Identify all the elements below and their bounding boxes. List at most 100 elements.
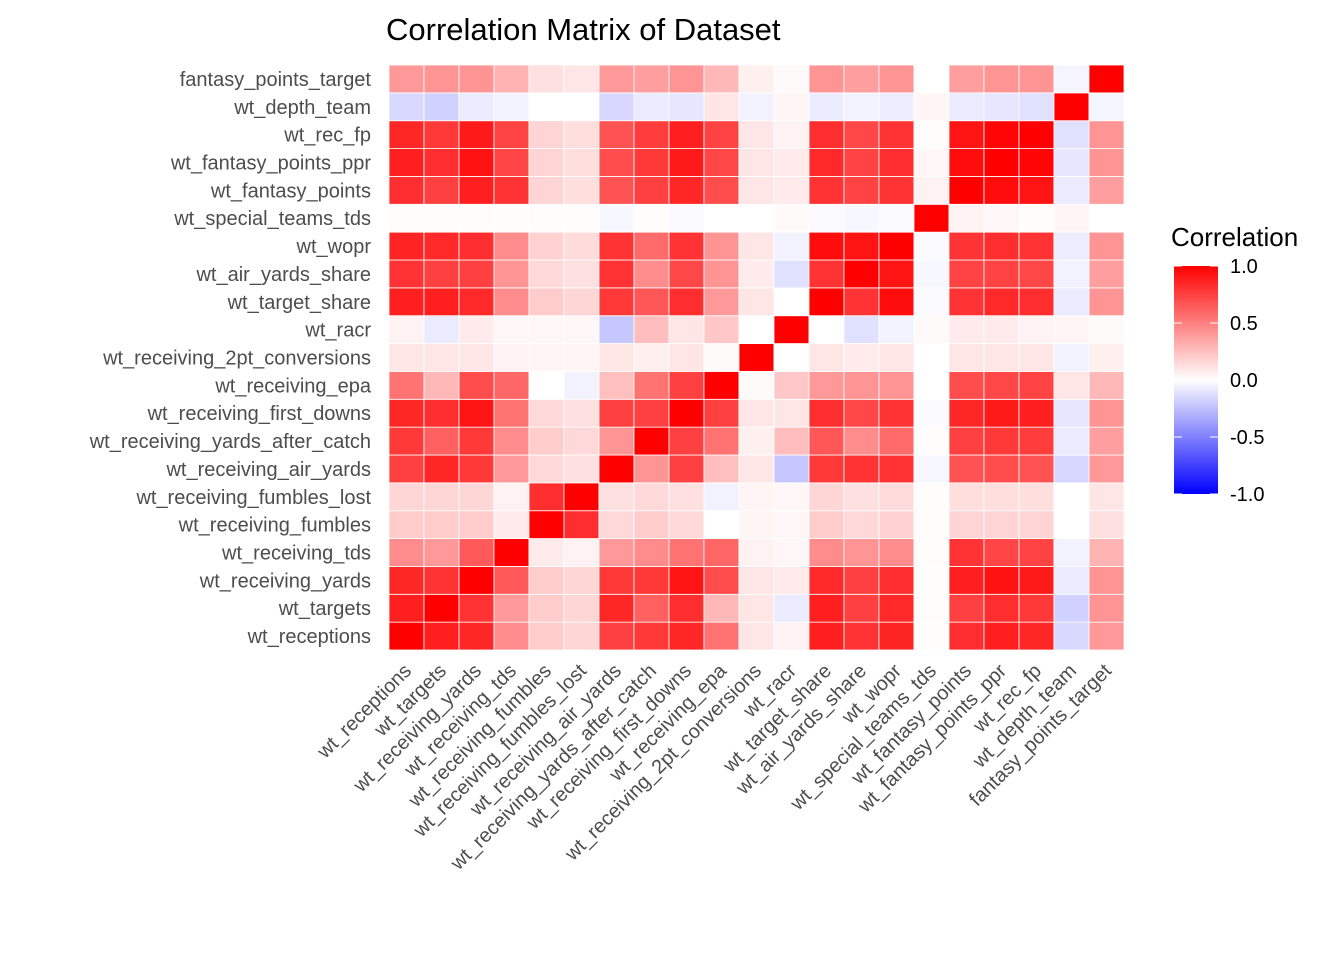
heatmap-cell <box>913 343 950 372</box>
heatmap-cell <box>843 454 880 484</box>
heatmap-cell <box>808 259 845 289</box>
heatmap-cell <box>738 371 775 400</box>
heatmap-cell <box>528 426 565 456</box>
heatmap-cell <box>1053 398 1090 428</box>
heatmap-cell <box>843 566 880 595</box>
heatmap-cell <box>598 621 635 651</box>
y-tick-label: wt_target_share <box>227 292 371 314</box>
heatmap-cell <box>388 287 425 317</box>
heatmap-cell <box>773 176 810 205</box>
heatmap-cell <box>1088 287 1125 317</box>
heatmap-cell <box>808 120 845 149</box>
heatmap-cell <box>843 259 880 289</box>
heatmap-cell <box>843 120 880 149</box>
heatmap-cell <box>633 64 670 94</box>
heatmap-cell <box>458 482 495 512</box>
legend-tick-label: -1.0 <box>1230 484 1264 506</box>
heatmap-cell <box>598 510 635 539</box>
heatmap-cell <box>913 510 950 539</box>
heatmap-cell <box>668 287 705 317</box>
y-tick-label: wt_targets <box>278 598 371 620</box>
heatmap-cell <box>1018 566 1055 595</box>
heatmap-cell <box>948 64 985 94</box>
heatmap-cell <box>458 231 495 261</box>
heatmap-cell <box>563 566 600 595</box>
heatmap-cell <box>493 203 530 233</box>
heatmap-cell <box>423 593 460 623</box>
heatmap-cell <box>1088 371 1125 400</box>
heatmap-cell <box>458 148 495 177</box>
heatmap-cell <box>1018 231 1055 261</box>
heatmap-cell <box>913 120 950 149</box>
heatmap-cell <box>388 315 425 344</box>
heatmap-cell <box>1018 371 1055 400</box>
heatmap-cell <box>1018 120 1055 149</box>
heatmap-cell <box>808 593 845 623</box>
heatmap-cell <box>703 510 740 539</box>
heatmap-cell <box>1053 566 1090 595</box>
heatmap-cell <box>633 398 670 428</box>
heatmap-cell <box>388 454 425 484</box>
heatmap-cell <box>913 231 950 261</box>
heatmap-cell <box>668 203 705 233</box>
heatmap-cell <box>668 482 705 512</box>
heatmap-cell <box>563 176 600 205</box>
heatmap-cell <box>1088 64 1125 94</box>
heatmap-cell <box>808 287 845 317</box>
heatmap-cell <box>563 343 600 372</box>
heatmap-cell <box>878 287 915 317</box>
heatmap-cell <box>878 315 915 344</box>
heatmap-cell <box>983 482 1020 512</box>
heatmap-cell <box>528 510 565 539</box>
heatmap-cell <box>423 510 460 539</box>
heatmap-cell <box>528 566 565 595</box>
heatmap-cell <box>388 482 425 512</box>
y-tick-label: wt_receiving_first_downs <box>147 403 371 425</box>
heatmap-cell <box>458 92 495 122</box>
heatmap-cell <box>948 621 985 651</box>
heatmap-cell <box>1053 482 1090 512</box>
y-tick-label: wt_wopr <box>296 236 372 258</box>
heatmap-cell <box>948 259 985 289</box>
heatmap-cell <box>808 148 845 177</box>
heatmap-cell <box>913 454 950 484</box>
heatmap-cell <box>1018 148 1055 177</box>
heatmap-cell <box>983 203 1020 233</box>
heatmap-cell <box>668 454 705 484</box>
heatmap-cell <box>738 176 775 205</box>
y-tick-label: wt_special_teams_tds <box>173 208 371 230</box>
heatmap-cell <box>878 566 915 595</box>
legend-tick-label: -0.5 <box>1230 427 1264 449</box>
heatmap-cell <box>1088 176 1125 205</box>
heatmap-cell <box>388 176 425 205</box>
heatmap-cell <box>1088 593 1125 623</box>
heatmap-cell <box>983 148 1020 177</box>
heatmap-cell <box>738 621 775 651</box>
y-tick-label: wt_rec_fp <box>283 125 371 147</box>
heatmap-cell <box>1053 315 1090 344</box>
heatmap-cell <box>703 371 740 400</box>
heatmap-cell <box>563 593 600 623</box>
heatmap-cell <box>878 259 915 289</box>
heatmap-cell <box>703 454 740 484</box>
heatmap-cell <box>1088 398 1125 428</box>
heatmap-cell <box>773 510 810 539</box>
heatmap-cell <box>1018 621 1055 651</box>
heatmap-cell <box>843 398 880 428</box>
heatmap-cell <box>738 287 775 317</box>
heatmap-cell <box>423 454 460 484</box>
heatmap-cell <box>878 621 915 651</box>
heatmap-cell <box>738 593 775 623</box>
heatmap-cell <box>878 371 915 400</box>
y-tick-label: wt_receiving_tds <box>221 543 371 565</box>
heatmap-cell <box>1018 510 1055 539</box>
heatmap-cell <box>598 203 635 233</box>
heatmap-cell <box>528 148 565 177</box>
heatmap-cell <box>493 454 530 484</box>
heatmap-cell <box>983 287 1020 317</box>
heatmap-cell <box>423 343 460 372</box>
heatmap-cell <box>423 398 460 428</box>
heatmap-cell <box>843 148 880 177</box>
heatmap-cell <box>563 482 600 512</box>
heatmap-cell <box>948 398 985 428</box>
